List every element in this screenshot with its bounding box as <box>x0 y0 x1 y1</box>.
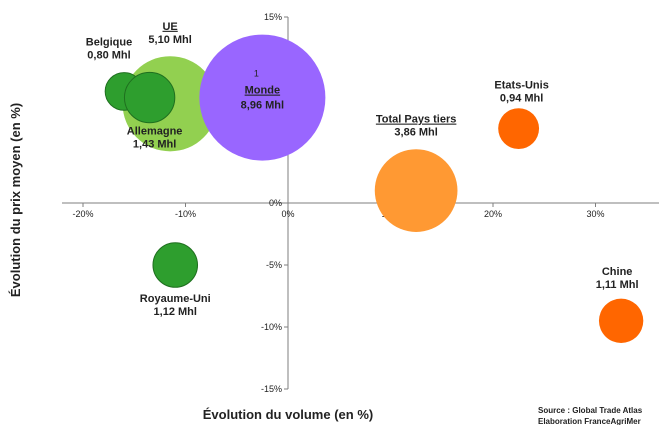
y-tick-label: -15% <box>261 384 282 394</box>
source-line: Source : Global Trade Atlas <box>538 406 643 415</box>
bubble-name: UE <box>162 21 177 33</box>
x-axis-title: Évolution du volume (en %) <box>203 407 373 422</box>
y-tick-label: 15% <box>264 12 282 22</box>
bubble-value: 1,12 Mhl <box>154 306 197 318</box>
bubble-name: Monde <box>245 85 280 97</box>
bubble-value: 1,43 Mhl <box>133 139 176 151</box>
x-tick-label: -20% <box>72 209 93 219</box>
bubble-4 <box>153 243 198 288</box>
bubble-6 <box>498 108 539 149</box>
bubble-7 <box>599 299 643 343</box>
bubble-name: Royaume-Uni <box>140 293 211 305</box>
y-tick-label: 0% <box>269 198 282 208</box>
bubble-3 <box>124 72 174 122</box>
bubble-value: 0,80 Mhl <box>87 49 130 61</box>
bubble-value: 5,10 Mhl <box>148 34 191 46</box>
y-tick-label: -10% <box>261 322 282 332</box>
x-tick-label: 0% <box>281 209 294 219</box>
x-tick-label: 20% <box>484 209 502 219</box>
bubble-name: Etats-Unis <box>494 80 548 92</box>
x-tick-label: 30% <box>586 209 604 219</box>
bubble-5 <box>375 149 458 232</box>
x-tick-label: -10% <box>175 209 196 219</box>
bubble-value: 3,86 Mhl <box>394 127 437 139</box>
bubble-1 <box>199 35 325 161</box>
bubble-value: 1,11 Mhl <box>596 279 639 291</box>
bubble-name: Total Pays tiers <box>376 114 457 126</box>
bubble-name: Chine <box>602 266 633 278</box>
y-axis-title: Évolution du prix moyen (en %) <box>8 103 23 297</box>
bubble-name: Allemagne <box>127 126 183 138</box>
bubble-marker: 1 <box>254 69 259 79</box>
credit-line: Elaboration FranceAgriMer <box>538 417 641 425</box>
y-tick-label: -5% <box>266 260 282 270</box>
bubble-value: 0,94 Mhl <box>500 93 543 105</box>
bubble-name: Belgique <box>86 36 132 48</box>
bubble-value: 8,96 Mhl <box>241 100 284 112</box>
